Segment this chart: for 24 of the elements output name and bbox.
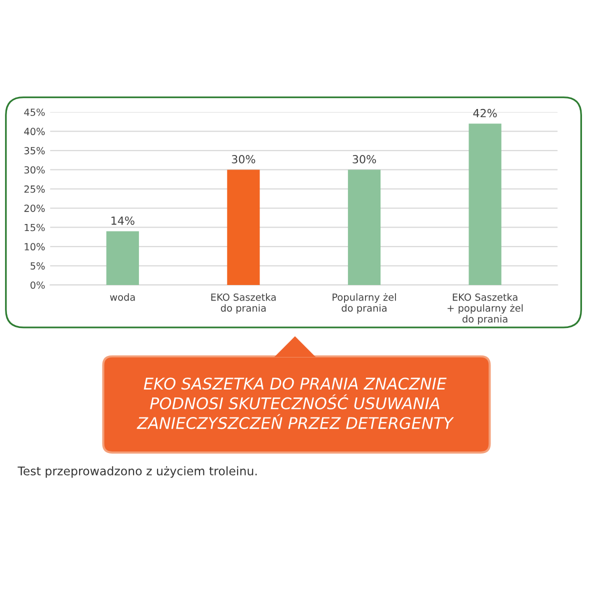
y-tick-label: 35% — [24, 146, 45, 154]
x-tick-label: woda — [110, 293, 135, 301]
x-tick-label: EKO Saszetka do prania — [211, 293, 276, 314]
data-label: 42% — [473, 108, 497, 118]
data-label: 30% — [232, 155, 256, 164]
x-tick-label: EKO Saszetka + popularny żel do prania — [448, 293, 523, 324]
y-tick-label: 45% — [24, 108, 45, 116]
bar — [468, 124, 502, 285]
bar — [227, 170, 260, 285]
data-label: 14% — [112, 216, 134, 225]
y-tick-label: 25% — [24, 185, 45, 193]
text: Test przeprowadzono z użyciem troleinu. — [18, 466, 257, 478]
y-tick-label: 10% — [24, 243, 45, 250]
y-tick-label: 15% — [24, 224, 45, 232]
bar — [348, 170, 381, 285]
text: EKO SASZETKA DO PRANIA ZNACZNIE PODNOSI SKUTECZNOŚĆ USUWANIA ZANIECZYSZCZEŃ PRZEZ DETERGENTY — [136, 378, 454, 430]
y-tick-label: 0% — [30, 281, 45, 289]
bar — [106, 231, 139, 285]
y-tick-label: 40% — [24, 128, 45, 136]
y-tick-label: 30% — [24, 166, 45, 174]
data-label: 30% — [352, 155, 376, 164]
x-tick-label: Popularny żel do prania — [332, 293, 396, 314]
y-tick-label: 20% — [24, 204, 45, 212]
y-tick-label: 5% — [30, 262, 45, 270]
